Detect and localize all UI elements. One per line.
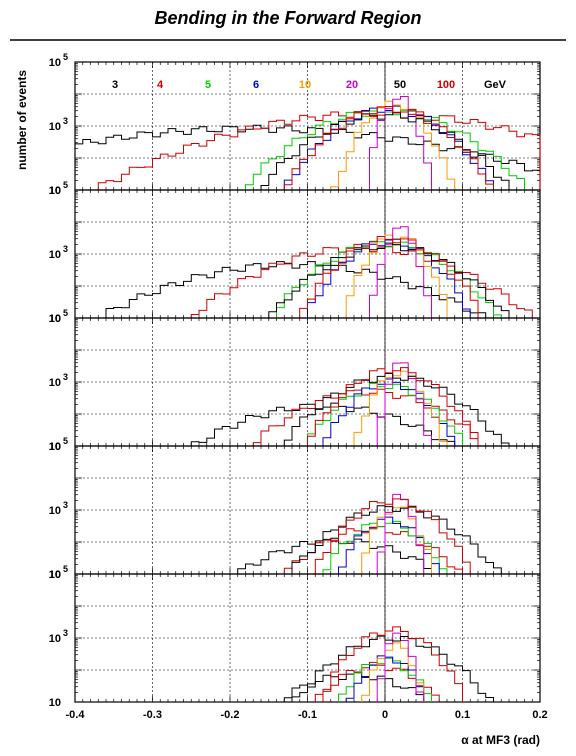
legend-entry-100: 100 [437,79,455,91]
y-tick-exponent: 3 [63,244,68,254]
histogram-series-10-gev [361,506,432,574]
x-tick-label: 0.1 [455,709,470,721]
histogram-series-20-gev [369,226,432,318]
y-tick-label: 10 [49,441,61,453]
x-tick-labels: -0.4 -0.3 -0.2 -0.1 0 0.1 0.2 [66,709,548,721]
y-tick-label: 10 [49,185,61,197]
y-tick-label: 10 [49,633,61,645]
y-tick-label: 10 [49,569,61,581]
legend-entry-5: 5 [205,79,211,91]
histogram-series-6-gev [322,378,456,446]
y-tick-label: 10 [49,57,61,69]
histogram-series-10-gev [353,370,448,446]
legend-entry-10: 10 [299,79,311,91]
histogram-series-20-gev [376,362,432,446]
x-axis-label: α at MF3 (rad) [461,733,540,747]
y-tick-exponent: 3 [63,116,68,126]
y-tick-label: 10 [49,313,61,325]
legend-entry-50: 50 [394,79,406,91]
y-tick-label: 10 [49,377,61,389]
y-tick-exponent: 5 [63,52,68,62]
y-tick-exponent: 3 [63,372,68,382]
legend-entry-6: 6 [253,79,259,91]
histogram-series-100-gev [299,236,479,318]
histogram-series-20-gev [369,96,432,190]
y-tick-exponent: 5 [63,436,68,446]
legend-unit: GeV [484,79,507,91]
histogram-series-100-gev [322,626,463,702]
y-axis-label: number of events [15,70,29,170]
figure-title: Bending in the Forward Region [155,8,422,28]
legend-entry-20: 20 [346,79,358,91]
y-tick-label: 10 [49,185,61,197]
histogram-series-100-gev [283,106,494,190]
histogram-series-20-gev [376,493,425,574]
x-tick-label: -0.4 [66,709,86,721]
y-tick-label: 10 [49,441,61,453]
y-tick-label: 10 [49,505,61,517]
y-tick-label: 10 [49,697,61,709]
x-tick-label: 0 [382,709,388,721]
x-tick-label: -0.2 [221,709,240,721]
histogram-series-50-gev [291,505,502,574]
x-tick-label: -0.1 [298,709,317,721]
histogram-series-100-gev [307,367,479,446]
y-tick-exponent: 5 [63,308,68,318]
y-tick-label: 10 [49,313,61,325]
x-tick-label: -0.3 [143,709,162,721]
histogram-series-10-gev [345,234,448,318]
histogram-series-50-gev [268,242,510,318]
y-tick-label: 10 [49,121,61,133]
y-tick-label: 10 [49,569,61,581]
y-tick-exponent: 3 [63,628,68,638]
legend: 3 4 5 6 10 20 50 100 GeV [112,79,507,91]
legend-entry-4: 4 [157,79,164,91]
histogram-series-50-gev [283,373,510,446]
histogram-series-10-gev [361,642,425,702]
y-tick-label: 10 [49,249,61,261]
legend-entry-3: 3 [112,79,118,91]
x-tick-label: 0.2 [532,709,547,721]
histogram-series-50-gev [291,635,494,702]
y-tick-exponent: 5 [63,564,68,574]
histogram-series-5-gev [276,240,502,318]
histogram-series-100-gev [314,498,471,574]
histogram-series-6-gev [283,105,494,190]
histogram-series-4-gev [97,110,541,190]
histogram-series-4-gev [252,388,479,446]
histogram-series-4-gev [283,526,463,574]
histogram-series-4-gev [190,243,533,318]
y-tick-exponent: 3 [63,500,68,510]
y-tick-exponent: 5 [63,180,68,190]
histogram-series-3-gev [105,261,487,318]
histogram-series-3-gev [237,537,432,574]
